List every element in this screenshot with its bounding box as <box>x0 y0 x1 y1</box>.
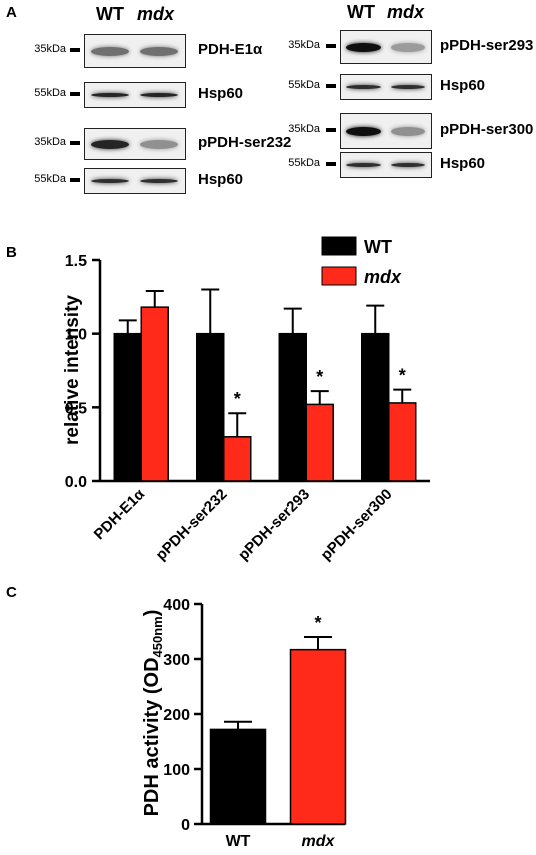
ladder-tick <box>326 128 336 132</box>
blot-image <box>340 152 432 178</box>
blot-image <box>84 34 186 68</box>
mdx-band <box>140 139 178 149</box>
bar-mdx <box>223 436 252 482</box>
mdx-band <box>390 85 425 89</box>
bar-wt <box>196 332 225 482</box>
blot-image <box>340 30 432 64</box>
y-tick-label: 200 <box>163 707 190 724</box>
right-header-wt: WT <box>347 2 375 22</box>
kda-marker-label: 55kDa <box>34 87 66 99</box>
kda-marker-label: 55kDa <box>34 173 66 185</box>
y-tick-label: 1.5 <box>65 253 87 270</box>
wt-band <box>346 163 381 167</box>
blot-label: pPDH-ser232 <box>198 134 292 151</box>
blot-image <box>84 128 186 160</box>
y-tick-label: 0.5 <box>65 400 87 417</box>
ladder-tick <box>70 48 80 52</box>
bar-wt <box>209 728 267 825</box>
y-tick-label: 100 <box>163 762 190 779</box>
bar-mdx <box>388 402 417 482</box>
ladder-tick <box>326 84 336 88</box>
ladder-tick <box>70 92 80 96</box>
mdx-band <box>390 42 425 52</box>
kda-marker-label: 35kDa <box>288 123 320 135</box>
x-tick-label: mdx <box>302 833 336 850</box>
wt-band <box>91 179 129 183</box>
bar-wt <box>113 332 142 482</box>
mdx-band <box>390 126 425 136</box>
left-header-mdx: mdx <box>137 4 175 24</box>
mdx-band <box>140 46 178 56</box>
ladder-tick <box>326 44 336 48</box>
blot-label: Hsp60 <box>440 77 486 94</box>
x-tick-label: PDH-E1α <box>91 485 149 543</box>
y-tick-label: 0.0 <box>65 474 87 491</box>
wt-band <box>91 93 129 97</box>
significance-star: * <box>234 389 241 409</box>
blot-label: pPDH-ser293 <box>440 37 534 54</box>
legend-label-wt: WT <box>364 237 392 257</box>
wt-band <box>91 139 129 149</box>
wt-band <box>346 85 381 89</box>
y-tick-label: 300 <box>163 652 190 669</box>
y-tick-label: 1.0 <box>65 327 87 344</box>
y-axis-label: PDH activity (OD450nm) <box>141 610 165 817</box>
significance-star: * <box>316 367 323 387</box>
significance-star: * <box>399 366 406 386</box>
mdx-band <box>390 163 425 167</box>
x-tick-label: pPDH-ser293 <box>235 486 313 564</box>
bar-mdx <box>305 403 334 482</box>
bar-chart-relative-intensity: 0.0 0.5 1.0 1.5 relative intensity PDH-E1α * pP… <box>62 236 430 564</box>
x-tick-label: WT <box>226 833 251 850</box>
blot-image <box>340 74 432 100</box>
x-tick-label: pPDH-ser232 <box>153 486 231 564</box>
blot-image <box>84 82 186 108</box>
kda-marker-label: 35kDa <box>288 39 320 51</box>
bar-wt <box>361 332 390 482</box>
significance-star: * <box>314 613 321 633</box>
kda-marker-label: 35kDa <box>34 43 66 55</box>
right-header-mdx: mdx <box>387 2 425 22</box>
mdx-band <box>140 93 178 97</box>
y-tick-label: 0 <box>181 817 190 834</box>
ladder-tick <box>70 141 80 145</box>
blot-image <box>84 168 186 194</box>
left-header-wt: WT <box>96 4 124 24</box>
bar-wt <box>278 332 307 482</box>
wt-band <box>346 42 381 52</box>
panel-b-letter: B <box>6 244 17 261</box>
legend-swatch-wt <box>321 236 357 256</box>
panel-c-letter: C <box>6 584 17 601</box>
x-tick-label: pPDH-ser300 <box>318 486 396 564</box>
mdx-band <box>140 179 178 183</box>
wt-band <box>91 46 129 56</box>
kda-marker-label: 35kDa <box>34 136 66 148</box>
blot-label: Hsp60 <box>440 155 486 172</box>
ladder-tick <box>70 178 80 182</box>
ladder-tick <box>326 162 336 166</box>
legend-label-mdx: mdx <box>364 267 402 287</box>
blot-image <box>340 113 432 149</box>
blot-label: pPDH-ser300 <box>440 121 534 138</box>
legend-swatch-mdx <box>321 266 357 286</box>
wt-band <box>346 126 381 136</box>
kda-marker-label: 55kDa <box>288 157 320 169</box>
blot-label: Hsp60 <box>198 85 244 102</box>
y-tick-label: 400 <box>163 597 190 614</box>
y-axis-label: relative intensity <box>62 295 83 445</box>
bar-mdx <box>289 648 347 825</box>
blot-label: Hsp60 <box>198 171 244 188</box>
bar-mdx <box>140 306 169 482</box>
kda-marker-label: 55kDa <box>288 79 320 91</box>
blot-label: PDH-E1α <box>198 41 263 58</box>
panel-a-letter: A <box>6 4 17 21</box>
